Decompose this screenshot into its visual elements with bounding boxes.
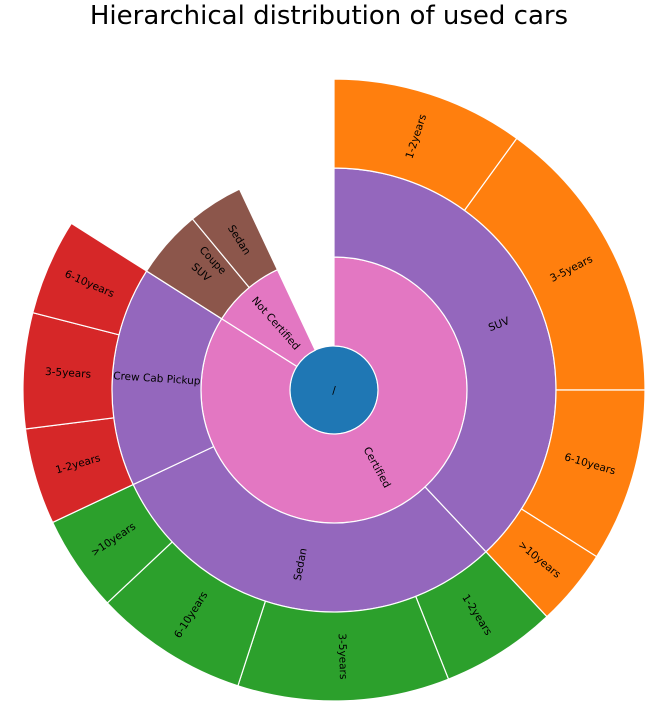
label-certified-sedan-3-5years: 3-5years	[336, 633, 349, 679]
label-certified-crew-cab-pickup: Crew Cab Pickup	[113, 370, 201, 387]
chart-title: Hierarchical distribution of used cars	[89, 1, 569, 31]
label-root: /	[332, 385, 336, 397]
segment-certified-crew-cab-pickup-6-10years	[32, 222, 148, 336]
segment-not-certified-sedan	[191, 188, 279, 289]
label-certified-crew-cab-pickup-3-5years: 3-5years	[45, 366, 92, 381]
